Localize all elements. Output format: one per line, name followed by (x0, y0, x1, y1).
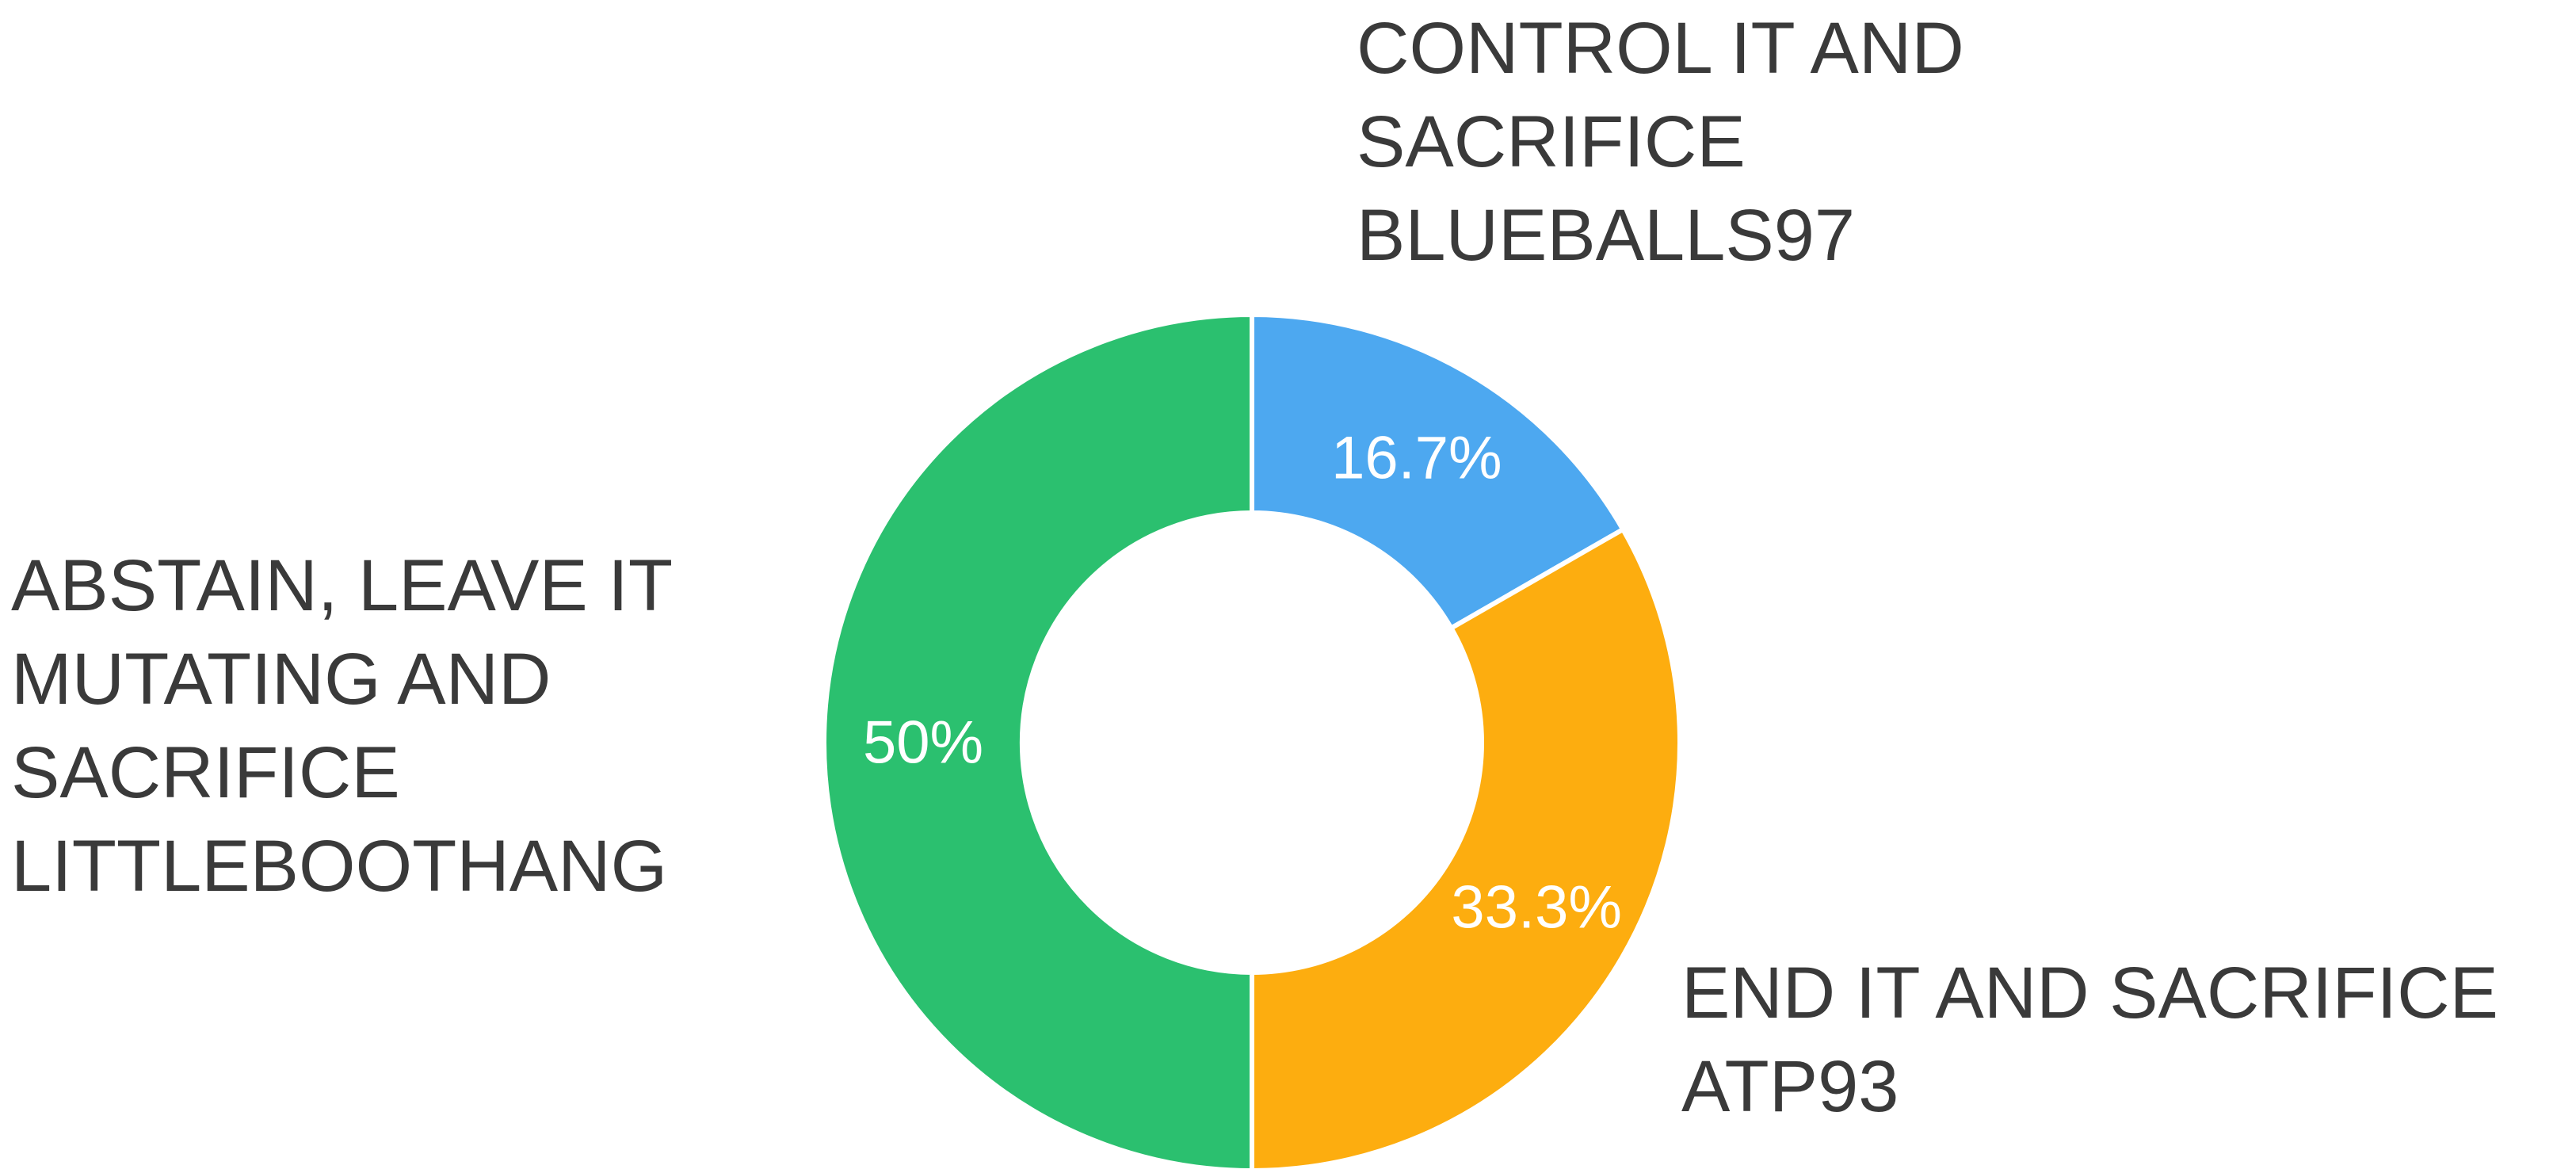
slice-category-label-line: SACRIFICE (11, 732, 400, 813)
slice-category-label-0: CONTROL IT AND SACRIFICE BLUEBALLS97 (1357, 8, 1964, 276)
slice-category-label-line: ATP93 (1681, 1046, 1899, 1127)
slice-percent-label-0: 16.7% (1331, 424, 1502, 491)
slice-category-label-line: BLUEBALLS97 (1357, 195, 1855, 276)
slice-percent-label-2: 50% (863, 709, 983, 777)
slice-category-label-line: SACRIFICE (1357, 101, 1746, 182)
slice-category-label-2: ABSTAIN, LEAVE IT MUTATING AND SACRIFICE LI… (11, 545, 673, 907)
slice-percent-label-1: 33.3% (1451, 873, 1622, 941)
slice-category-label-line: LITTLEBOOTHANG (11, 826, 667, 907)
slice-category-label-1: END IT AND SACRIFICE ATP93 (1681, 953, 2498, 1127)
slice-category-label-line: ABSTAIN, LEAVE IT (11, 545, 673, 626)
slice-category-label-line: END IT AND SACRIFICE (1681, 953, 2498, 1034)
slice-category-label-line: MUTATING AND (11, 639, 551, 720)
category-labels: CONTROL IT AND SACRIFICE BLUEBALLS97 END IT… (11, 8, 2498, 1127)
slice-category-label-line: CONTROL IT AND (1357, 8, 1964, 89)
donut-slice-1 (1252, 529, 1680, 1171)
